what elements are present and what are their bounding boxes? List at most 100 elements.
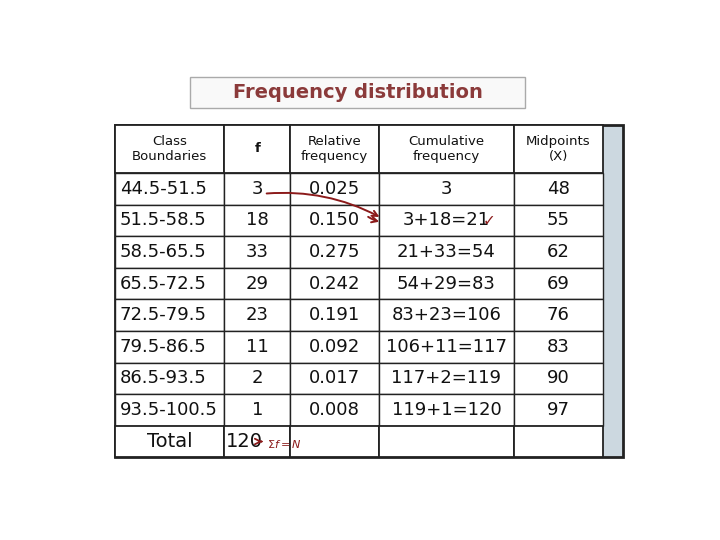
Bar	[225, 394, 290, 426]
Bar	[379, 125, 513, 173]
Bar	[379, 268, 513, 299]
Bar	[115, 426, 225, 457]
Text: Frequency distribution: Frequency distribution	[233, 83, 483, 103]
Text: Cumulative
frequency: Cumulative frequency	[408, 135, 485, 163]
Text: Class
Boundaries: Class Boundaries	[132, 135, 207, 163]
Bar	[115, 173, 225, 205]
Text: 62: 62	[546, 243, 570, 261]
Bar	[115, 268, 225, 299]
Bar	[115, 394, 225, 426]
Bar	[225, 268, 290, 299]
Bar	[290, 205, 379, 236]
Bar	[290, 426, 379, 457]
Bar	[225, 173, 290, 205]
Bar	[225, 362, 290, 394]
Bar	[115, 236, 225, 268]
Bar	[115, 205, 225, 236]
Bar	[379, 236, 513, 268]
Text: 2: 2	[251, 369, 263, 387]
Text: 0.275: 0.275	[309, 243, 361, 261]
Bar	[290, 236, 379, 268]
Text: 0.008: 0.008	[310, 401, 360, 419]
Text: 119+1=120: 119+1=120	[392, 401, 501, 419]
Bar	[225, 299, 290, 331]
Bar	[513, 426, 603, 457]
Text: 90: 90	[546, 369, 570, 387]
Bar	[115, 362, 225, 394]
Text: 97: 97	[546, 401, 570, 419]
Bar	[379, 299, 513, 331]
Text: 83: 83	[546, 338, 570, 356]
Text: 106+11=117: 106+11=117	[386, 338, 507, 356]
Bar	[290, 394, 379, 426]
Text: Total: Total	[147, 432, 192, 451]
Bar	[290, 362, 379, 394]
Text: 117+2=119: 117+2=119	[392, 369, 501, 387]
Text: 3+18=21: 3+18=21	[403, 211, 490, 230]
Text: 0.191: 0.191	[309, 306, 360, 324]
Text: Relative
frequency: Relative frequency	[301, 135, 369, 163]
Text: 0.242: 0.242	[309, 274, 361, 293]
Text: 48: 48	[546, 180, 570, 198]
Text: 3: 3	[441, 180, 452, 198]
Bar	[513, 205, 603, 236]
Bar	[115, 125, 225, 173]
Bar	[379, 426, 513, 457]
Bar	[379, 331, 513, 362]
Text: 86.5-93.5: 86.5-93.5	[120, 369, 207, 387]
Bar	[513, 173, 603, 205]
Bar	[379, 362, 513, 394]
Text: 72.5-79.5: 72.5-79.5	[120, 306, 207, 324]
Bar	[379, 205, 513, 236]
Bar	[513, 394, 603, 426]
Bar	[225, 426, 290, 457]
Bar	[513, 299, 603, 331]
Text: $\Sigma f{=}N$: $\Sigma f{=}N$	[267, 437, 302, 450]
Text: 65.5-72.5: 65.5-72.5	[120, 274, 207, 293]
Text: 1: 1	[251, 401, 263, 419]
Bar	[115, 331, 225, 362]
Bar	[379, 173, 513, 205]
Bar	[115, 299, 225, 331]
Text: 29: 29	[246, 274, 269, 293]
Text: 54+29=83: 54+29=83	[397, 274, 496, 293]
Text: 76: 76	[546, 306, 570, 324]
Text: 0.017: 0.017	[309, 369, 360, 387]
Bar	[290, 173, 379, 205]
Bar	[225, 125, 290, 173]
Bar	[513, 362, 603, 394]
Bar	[225, 331, 290, 362]
Text: 93.5-100.5: 93.5-100.5	[120, 401, 217, 419]
Text: f: f	[254, 143, 260, 156]
Bar	[513, 331, 603, 362]
Text: 79.5-86.5: 79.5-86.5	[120, 338, 207, 356]
Text: 23: 23	[246, 306, 269, 324]
Text: 83+23=106: 83+23=106	[392, 306, 501, 324]
Text: 18: 18	[246, 211, 269, 230]
Text: 55: 55	[546, 211, 570, 230]
Text: 0.092: 0.092	[309, 338, 360, 356]
Bar	[115, 125, 623, 457]
Text: 120: 120	[225, 432, 263, 451]
Text: 0.025: 0.025	[309, 180, 360, 198]
Bar	[513, 125, 603, 173]
Bar	[290, 268, 379, 299]
Bar	[225, 236, 290, 268]
Text: 33: 33	[246, 243, 269, 261]
Text: 11: 11	[246, 338, 269, 356]
Text: 51.5-58.5: 51.5-58.5	[120, 211, 207, 230]
Text: ✓: ✓	[483, 213, 496, 228]
Text: 0.150: 0.150	[309, 211, 360, 230]
Bar	[513, 236, 603, 268]
Bar	[513, 268, 603, 299]
Text: 58.5-65.5: 58.5-65.5	[120, 243, 207, 261]
Text: 69: 69	[546, 274, 570, 293]
Bar	[290, 299, 379, 331]
Text: 21+33=54: 21+33=54	[397, 243, 496, 261]
Text: Midpoints
(X): Midpoints (X)	[526, 135, 590, 163]
Text: 44.5-51.5: 44.5-51.5	[120, 180, 207, 198]
Bar	[290, 125, 379, 173]
Bar	[190, 77, 526, 109]
Bar	[290, 331, 379, 362]
Text: 3: 3	[251, 180, 263, 198]
